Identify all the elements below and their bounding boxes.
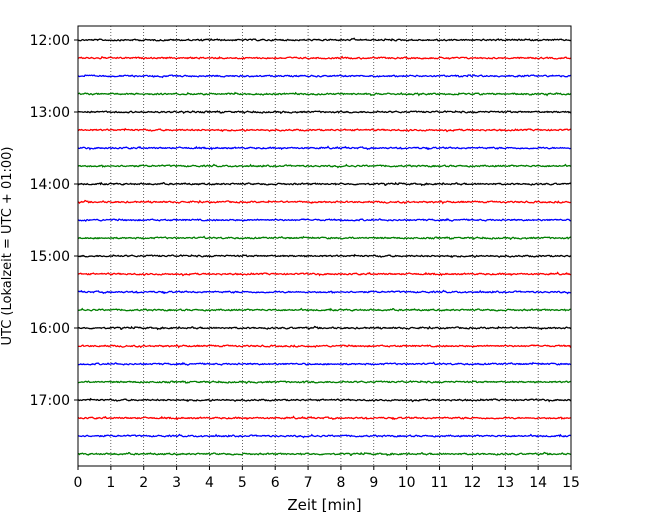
trace-line (77, 145, 572, 151)
x-tick-label: 11 (431, 475, 449, 491)
trace-line (77, 217, 572, 223)
x-tick-label: 1 (106, 475, 115, 491)
x-tick-label: 12 (463, 475, 481, 491)
x-tick-label: 7 (304, 475, 313, 491)
trace-line (77, 110, 572, 115)
trace-line (77, 415, 572, 421)
trace-line (77, 199, 572, 205)
x-tick-label: 14 (529, 475, 547, 491)
trace-line (77, 127, 572, 133)
trace-line (77, 451, 572, 457)
x-tick-label: 6 (271, 475, 280, 491)
trace-line (77, 253, 572, 259)
trace-line (77, 235, 572, 241)
trace-line (77, 181, 572, 187)
plot-frame (77, 25, 572, 467)
x-tick-label: 2 (139, 475, 148, 491)
y-tick-label: 16:00 (30, 321, 70, 337)
trace-line (77, 74, 572, 79)
y-tick-label: 17:00 (30, 393, 70, 409)
grid-lines (110, 26, 539, 466)
trace-line (77, 433, 572, 439)
trace-line (77, 289, 572, 295)
trace-line (77, 361, 572, 366)
y-tick-label: 12:00 (30, 33, 70, 49)
y-axis-ticks: 12:00 13:00 14:00 15:00 16:00 17:00 (30, 33, 78, 409)
y-axis-label: UTC (Lokalzeit = UTC + 01:00) (0, 147, 15, 346)
trace-line (77, 344, 572, 349)
x-tick-label: 0 (74, 475, 83, 491)
trace-line (77, 271, 572, 277)
x-tick-label: 15 (562, 475, 580, 491)
trace-line (77, 55, 572, 60)
trace-line (77, 307, 572, 312)
trace-line (77, 163, 572, 169)
trace-line (77, 91, 572, 97)
x-tick-label: 4 (205, 475, 214, 491)
seismic-traces (77, 37, 572, 457)
x-axis-label: Zeit [min] (287, 496, 361, 514)
x-tick-label: 8 (336, 475, 345, 491)
x-tick-label: 13 (496, 475, 514, 491)
y-tick-label: 15:00 (30, 249, 70, 265)
y-tick-label: 13:00 (30, 105, 70, 121)
trace-line (77, 325, 572, 331)
plot-background (78, 26, 571, 466)
x-tick-label: 10 (398, 475, 416, 491)
y-tick-label: 14:00 (30, 177, 70, 193)
x-tick-label: 9 (369, 475, 378, 491)
x-tick-label: 3 (172, 475, 181, 491)
trace-line (77, 380, 572, 385)
x-tick-label: 5 (238, 475, 247, 491)
x-axis-ticks: 0 1 2 3 4 5 6 7 8 9 10 11 12 13 14 15 (74, 466, 580, 491)
trace-line (77, 397, 572, 403)
trace-line (77, 37, 572, 42)
